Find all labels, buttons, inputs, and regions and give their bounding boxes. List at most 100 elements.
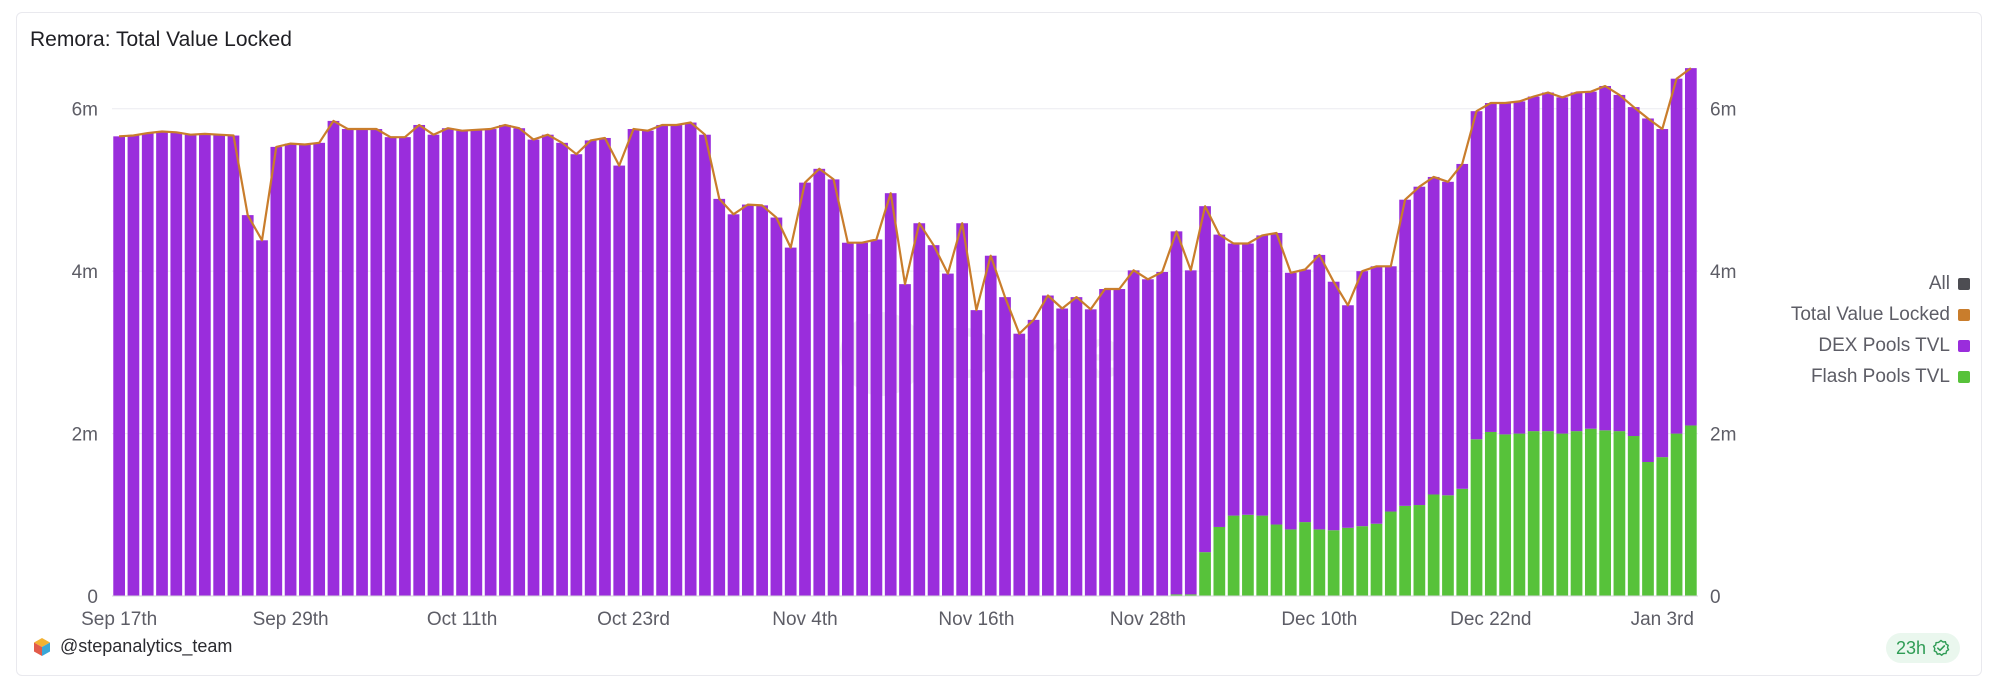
bar-dex-pools-tvl-71[interactable]	[1127, 270, 1140, 596]
bar-dex-pools-tvl-0[interactable]	[113, 136, 126, 596]
bar-dex-pools-tvl-18[interactable]	[370, 129, 383, 596]
legend-item-total-value-locked[interactable]: Total Value Locked	[1760, 299, 1970, 330]
bar-dex-pools-tvl-109[interactable]	[1670, 78, 1683, 434]
bar-dex-pools-tvl-17[interactable]	[356, 129, 368, 596]
bar-dex-pools-tvl-38[interactable]	[656, 124, 668, 596]
bar-dex-pools-tvl-44[interactable]	[741, 204, 754, 597]
bar-dex-pools-tvl-3[interactable]	[156, 131, 168, 596]
bar-dex-pools-tvl-51[interactable]	[841, 242, 854, 596]
bar-dex-pools-tvl-103[interactable]	[1584, 91, 1597, 429]
bar-dex-pools-tvl-77[interactable]	[1213, 234, 1226, 527]
bar-flash-pools-tvl-103[interactable]	[1584, 428, 1597, 596]
bar-dex-pools-tvl-60[interactable]	[970, 310, 983, 596]
bar-dex-pools-tvl-110[interactable]	[1684, 68, 1697, 426]
bar-dex-pools-tvl-92[interactable]	[1427, 176, 1440, 495]
bar-dex-pools-tvl-10[interactable]	[256, 240, 268, 597]
bar-flash-pools-tvl-101[interactable]	[1556, 433, 1569, 596]
bar-dex-pools-tvl-82[interactable]	[1284, 272, 1297, 530]
bar-dex-pools-tvl-55[interactable]	[899, 284, 911, 596]
bar-flash-pools-tvl-97[interactable]	[1499, 434, 1511, 596]
legend-item-all[interactable]: All	[1760, 268, 1970, 299]
bar-dex-pools-tvl-90[interactable]	[1399, 199, 1411, 506]
bar-dex-pools-tvl-43[interactable]	[727, 214, 740, 596]
bar-dex-pools-tvl-25[interactable]	[470, 129, 483, 597]
author-link[interactable]: @stepanalytics_team	[32, 636, 232, 657]
bar-dex-pools-tvl-24[interactable]	[456, 130, 468, 596]
bar-flash-pools-tvl-95[interactable]	[1470, 439, 1483, 596]
bar-flash-pools-tvl-79[interactable]	[1242, 514, 1254, 596]
bar-dex-pools-tvl-19[interactable]	[384, 137, 397, 596]
bar-dex-pools-tvl-57[interactable]	[927, 245, 940, 596]
bar-dex-pools-tvl-66[interactable]	[1056, 308, 1069, 596]
bar-dex-pools-tvl-62[interactable]	[999, 297, 1011, 596]
bar-flash-pools-tvl-106[interactable]	[1627, 436, 1640, 596]
bar-flash-pools-tvl-108[interactable]	[1656, 457, 1669, 596]
bar-dex-pools-tvl-49[interactable]	[813, 168, 826, 596]
bar-flash-pools-tvl-76[interactable]	[1199, 552, 1211, 596]
bar-dex-pools-tvl-100[interactable]	[1542, 92, 1554, 432]
bar-dex-pools-tvl-52[interactable]	[856, 242, 868, 596]
bar-dex-pools-tvl-15[interactable]	[327, 120, 340, 596]
bar-dex-pools-tvl-64[interactable]	[1027, 319, 1040, 596]
bar-flash-pools-tvl-96[interactable]	[1484, 431, 1497, 596]
bar-dex-pools-tvl-12[interactable]	[284, 143, 297, 596]
bar-dex-pools-tvl-13[interactable]	[299, 144, 311, 596]
bar-dex-pools-tvl-14[interactable]	[313, 142, 326, 596]
bar-dex-pools-tvl-80[interactable]	[1256, 235, 1269, 516]
bar-dex-pools-tvl-26[interactable]	[484, 129, 497, 596]
bar-dex-pools-tvl-54[interactable]	[884, 193, 897, 597]
bar-flash-pools-tvl-100[interactable]	[1542, 431, 1554, 596]
bar-dex-pools-tvl-74[interactable]	[1170, 231, 1183, 595]
bar-dex-pools-tvl-86[interactable]	[1342, 305, 1354, 528]
bar-dex-pools-tvl-1[interactable]	[127, 135, 140, 596]
bar-dex-pools-tvl-85[interactable]	[1327, 281, 1340, 531]
bar-flash-pools-tvl-87[interactable]	[1356, 526, 1369, 596]
bar-dex-pools-tvl-76[interactable]	[1199, 206, 1211, 553]
bar-dex-pools-tvl-8[interactable]	[227, 135, 240, 596]
bar-dex-pools-tvl-59[interactable]	[956, 223, 969, 596]
bar-dex-pools-tvl-108[interactable]	[1656, 129, 1669, 458]
bar-flash-pools-tvl-99[interactable]	[1527, 431, 1540, 596]
bar-dex-pools-tvl-6[interactable]	[199, 133, 211, 597]
bar-dex-pools-tvl-96[interactable]	[1484, 103, 1497, 432]
bar-dex-pools-tvl-58[interactable]	[942, 273, 954, 596]
legend-item-dex-pools-tvl[interactable]: DEX Pools TVL	[1760, 330, 1970, 361]
bar-dex-pools-tvl-23[interactable]	[441, 128, 454, 596]
bar-dex-pools-tvl-31[interactable]	[556, 142, 568, 596]
bar-dex-pools-tvl-7[interactable]	[213, 134, 226, 596]
bar-dex-pools-tvl-75[interactable]	[1184, 270, 1197, 595]
bar-dex-pools-tvl-98[interactable]	[1513, 101, 1526, 434]
bar-dex-pools-tvl-21[interactable]	[413, 124, 426, 596]
bar-dex-pools-tvl-30[interactable]	[541, 134, 554, 596]
bar-dex-pools-tvl-20[interactable]	[399, 137, 411, 596]
bar-dex-pools-tvl-39[interactable]	[670, 124, 683, 596]
bar-dex-pools-tvl-29[interactable]	[527, 139, 540, 596]
bar-dex-pools-tvl-48[interactable]	[799, 182, 811, 596]
bar-dex-pools-tvl-42[interactable]	[713, 198, 726, 596]
bar-flash-pools-tvl-86[interactable]	[1342, 527, 1354, 596]
bar-dex-pools-tvl-91[interactable]	[1413, 186, 1426, 506]
bar-dex-pools-tvl-47[interactable]	[784, 247, 797, 596]
bar-dex-pools-tvl-63[interactable]	[1013, 333, 1026, 596]
bar-dex-pools-tvl-87[interactable]	[1356, 271, 1369, 527]
bar-dex-pools-tvl-72[interactable]	[1142, 279, 1154, 596]
bar-flash-pools-tvl-83[interactable]	[1299, 522, 1311, 596]
bar-dex-pools-tvl-28[interactable]	[513, 128, 526, 596]
bar-dex-pools-tvl-67[interactable]	[1070, 297, 1083, 596]
bar-dex-pools-tvl-107[interactable]	[1642, 118, 1654, 463]
bar-flash-pools-tvl-78[interactable]	[1227, 515, 1240, 596]
bar-flash-pools-tvl-80[interactable]	[1256, 515, 1269, 596]
bar-flash-pools-tvl-94[interactable]	[1456, 488, 1469, 596]
bar-dex-pools-tvl-79[interactable]	[1242, 243, 1254, 515]
bar-dex-pools-tvl-105[interactable]	[1613, 94, 1626, 432]
freshness-badge[interactable]: 23h	[1886, 633, 1961, 663]
bar-flash-pools-tvl-88[interactable]	[1370, 523, 1383, 596]
bar-dex-pools-tvl-9[interactable]	[241, 215, 254, 596]
bar-flash-pools-tvl-109[interactable]	[1670, 433, 1683, 596]
bar-dex-pools-tvl-36[interactable]	[627, 129, 640, 596]
bar-flash-pools-tvl-91[interactable]	[1413, 505, 1426, 596]
bar-dex-pools-tvl-11[interactable]	[270, 146, 283, 596]
bar-flash-pools-tvl-93[interactable]	[1442, 495, 1454, 596]
bar-dex-pools-tvl-84[interactable]	[1313, 254, 1326, 530]
bar-flash-pools-tvl-89[interactable]	[1384, 511, 1397, 596]
